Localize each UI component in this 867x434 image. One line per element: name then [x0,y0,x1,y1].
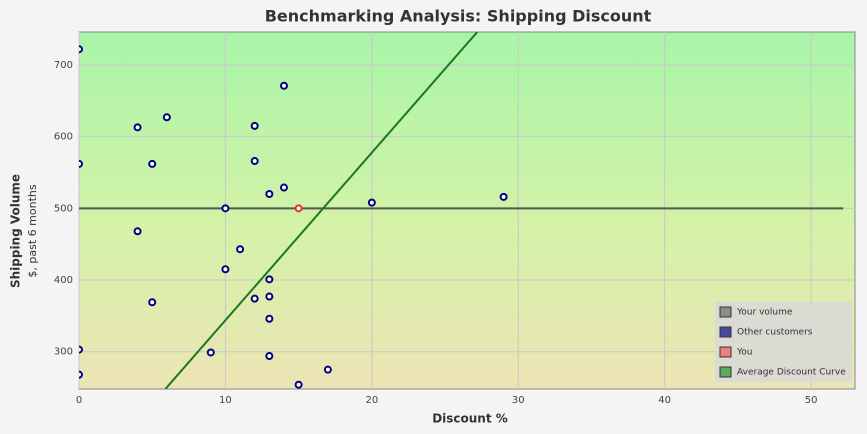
point [265,190,274,199]
point [133,227,142,236]
point [265,292,274,301]
x-tick-label: 30 [512,395,525,406]
y-tick-label: 700 [54,60,73,71]
point [294,204,303,213]
point [265,275,274,284]
point [148,298,157,307]
point [162,113,171,122]
point [279,183,288,192]
y-tick-label: 400 [54,275,73,286]
x-tick-label: 0 [76,395,82,406]
point [221,265,230,274]
point [367,198,376,207]
point [294,380,303,389]
point [499,192,508,201]
y-tick-label: 600 [54,132,73,143]
legend-swatch [719,326,732,338]
point [265,314,274,323]
legend-swatch [719,366,732,378]
legend-swatch [719,346,732,358]
point [79,45,83,54]
y-axis-label: Shipping Volume [9,174,23,288]
legend-label: Other customers [737,328,813,338]
point [206,348,215,357]
x-tick-label: 40 [658,395,671,406]
point [79,370,83,379]
point [323,365,332,374]
legend-label: Average Discount Curve [737,368,846,378]
point [250,294,259,303]
y-tick-label: 500 [54,203,73,214]
point [236,245,245,254]
legend-box [715,302,852,382]
point [79,159,83,168]
point [250,121,259,130]
chart-title: Benchmarking Analysis: Shipping Discount [265,7,652,26]
line [164,32,479,389]
point [79,345,83,354]
legend-label: Your volume [736,308,793,318]
x-tick-label: 10 [219,395,232,406]
legend-swatch [719,306,732,318]
y-axis-sublabel: $, past 6 months [26,184,39,277]
point [133,123,142,132]
point [148,159,157,168]
y-tick-label: 300 [54,347,73,358]
x-tick-label: 50 [805,395,818,406]
x-axis-label: Discount % [432,412,508,426]
point [279,81,288,90]
point [250,157,259,166]
legend-label: You [736,348,753,358]
x-tick-label: 20 [365,395,378,406]
point [265,352,274,361]
point [221,204,230,213]
